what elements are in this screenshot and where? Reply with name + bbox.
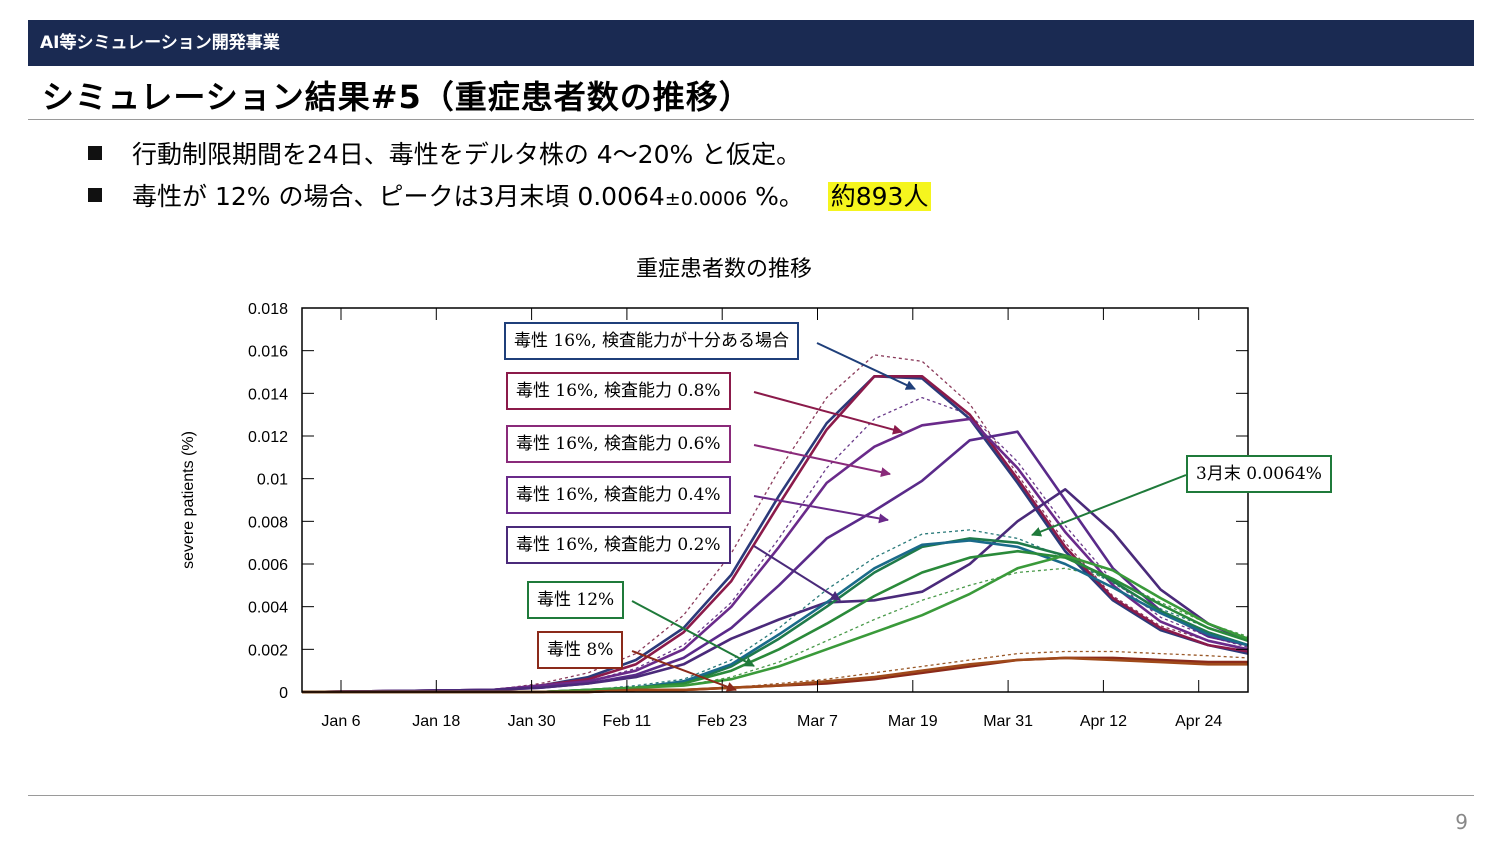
series-line	[302, 539, 1249, 694]
series-line-dashed	[301, 396, 1249, 693]
plot-frame	[301, 307, 1249, 693]
chart-title: 重症患者数の推移	[636, 257, 812, 282]
y-tick-label: 0.016	[248, 344, 288, 361]
bullet-2-text: 毒性が 12% の場合、ピークは3月末頃 0.0064	[132, 182, 665, 211]
y-tick-label: 0.012	[248, 429, 288, 446]
annotation-label: 毒性 12%	[527, 581, 625, 619]
bullet-square-icon	[88, 188, 102, 202]
y-tick-label: 0.01	[257, 472, 288, 489]
slide-title: シミュレーション結果#5（重症患者数の推移）	[42, 78, 752, 116]
x-tick-label: Jan 6	[321, 713, 360, 730]
annotation-arrow	[753, 495, 889, 524]
annotation-arrows	[631, 342, 1187, 692]
header-title: AI等シミュレーション開発事業	[40, 33, 280, 53]
x-tick-label: Mar 31	[983, 713, 1033, 730]
series-line	[301, 430, 1249, 694]
series-line	[302, 537, 1249, 694]
footer-divider	[28, 795, 1474, 796]
y-tick-label: 0.018	[248, 301, 288, 318]
series-line	[301, 488, 1249, 694]
x-tick-label: Feb 23	[697, 713, 747, 730]
annotation-label: 毒性 16%, 検査能力 0.2%	[506, 526, 731, 564]
series-line	[301, 375, 1249, 694]
bullet-2: 毒性が 12% の場合、ピークは3月末頃 0.0064±0.0006 %。 約8…	[88, 177, 932, 213]
y-tick-label: 0.014	[248, 386, 288, 403]
highlight-patient-count: 約893人	[827, 182, 932, 211]
bullet-square-icon	[88, 146, 102, 160]
annotation-arrow	[816, 342, 916, 390]
x-tick-label: Mar 19	[888, 713, 938, 730]
bullet-2-tail: %。	[747, 182, 804, 211]
y-tick-label: 0.002	[248, 642, 288, 659]
x-tick-label: Apr 24	[1175, 713, 1222, 730]
bullet-2-plusminus: ±0.0006	[664, 188, 748, 210]
y-tick-label: 0.004	[248, 600, 288, 617]
series-line	[302, 554, 1249, 694]
x-tick-label: Apr 12	[1080, 713, 1127, 730]
annotation-arrow	[1031, 474, 1187, 537]
y-tick-label: 0	[279, 685, 288, 702]
annotation-label: 毒性 16%, 検査能力が十分ある場合	[504, 322, 799, 360]
series-line-dashed	[301, 354, 1249, 693]
y-tick-label: 0.006	[248, 557, 288, 574]
annotation-arrow	[753, 545, 841, 601]
title-divider	[28, 119, 1474, 120]
bullet-1-text: 行動制限期間を24日、毒性をデルタ株の 4～20% と仮定。	[132, 140, 802, 169]
x-tick-label: Jan 30	[508, 713, 556, 730]
plot-area	[301, 354, 1249, 694]
x-tick-label: Feb 11	[603, 713, 652, 730]
page-number: 9	[1455, 810, 1468, 834]
x-tick-label: Mar 7	[797, 713, 838, 730]
y-tick-label: 0.008	[248, 514, 288, 531]
annotation-label: 毒性 8%	[537, 631, 624, 669]
annotation-arrow	[631, 600, 755, 667]
annotation-label: 3月末 0.0064%	[1186, 455, 1332, 493]
series-line	[301, 375, 1249, 694]
annotation-arrow	[753, 391, 903, 435]
x-tick-label: Jan 18	[412, 713, 460, 730]
bullet-1: 行動制限期間を24日、毒性をデルタ株の 4～20% と仮定。	[88, 135, 801, 171]
annotation-label: 毒性 16%, 検査能力 0.8%	[506, 372, 731, 410]
annotation-label: 毒性 16%, 検査能力 0.4%	[506, 476, 731, 514]
axis-ticks: 0 0.002 0.004 0.006 0.008 0.01 0.012 0.014 0.016…	[248, 301, 1248, 730]
y-axis-label: severe patients (%)	[180, 431, 197, 569]
annotation-arrow	[631, 650, 737, 692]
annotation-label: 毒性 16%, 検査能力 0.6%	[506, 425, 731, 463]
annotation-arrow	[753, 444, 891, 478]
header-bar: AI等シミュレーション開発事業	[28, 20, 1474, 66]
